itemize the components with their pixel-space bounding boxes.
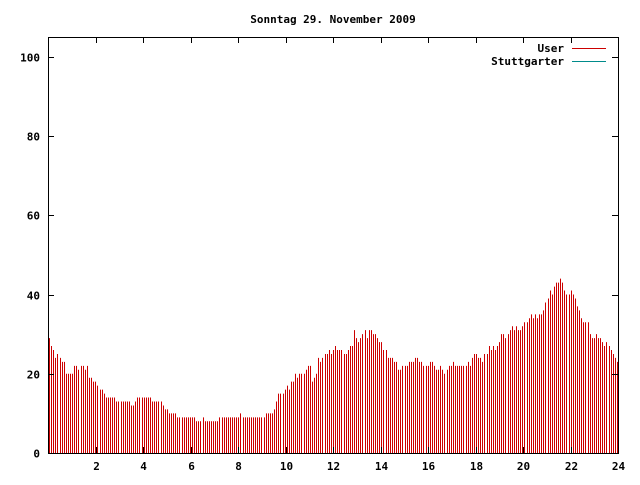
x-tick-label: 14 <box>375 460 389 473</box>
legend-label: User <box>538 42 565 55</box>
x-tick-label: 8 <box>235 460 242 473</box>
y-tick-label: 80 <box>27 131 40 144</box>
x-tick-label: 10 <box>280 460 293 473</box>
x-tick-label: 6 <box>188 460 195 473</box>
legend-label: Stuttgarter <box>491 55 564 68</box>
y-tick-label: 20 <box>27 369 40 382</box>
chart-title: Sonntag 29. November 2009 <box>250 13 416 26</box>
y-tick-label: 60 <box>27 210 40 223</box>
x-tick-label: 2 <box>93 460 100 473</box>
y-tick-label: 100 <box>20 52 40 65</box>
x-tick-label: 24 <box>612 460 626 473</box>
x-tick-label: 18 <box>470 460 483 473</box>
y-tick-label: 40 <box>27 290 40 303</box>
x-tick-label: 22 <box>565 460 578 473</box>
x-tick-label: 12 <box>327 460 340 473</box>
x-tick-label: 16 <box>422 460 436 473</box>
x-tick-label: 4 <box>140 460 147 473</box>
x-tick-label: 20 <box>517 460 530 473</box>
bars-group <box>49 278 618 453</box>
y-tick-label: 0 <box>33 448 40 461</box>
